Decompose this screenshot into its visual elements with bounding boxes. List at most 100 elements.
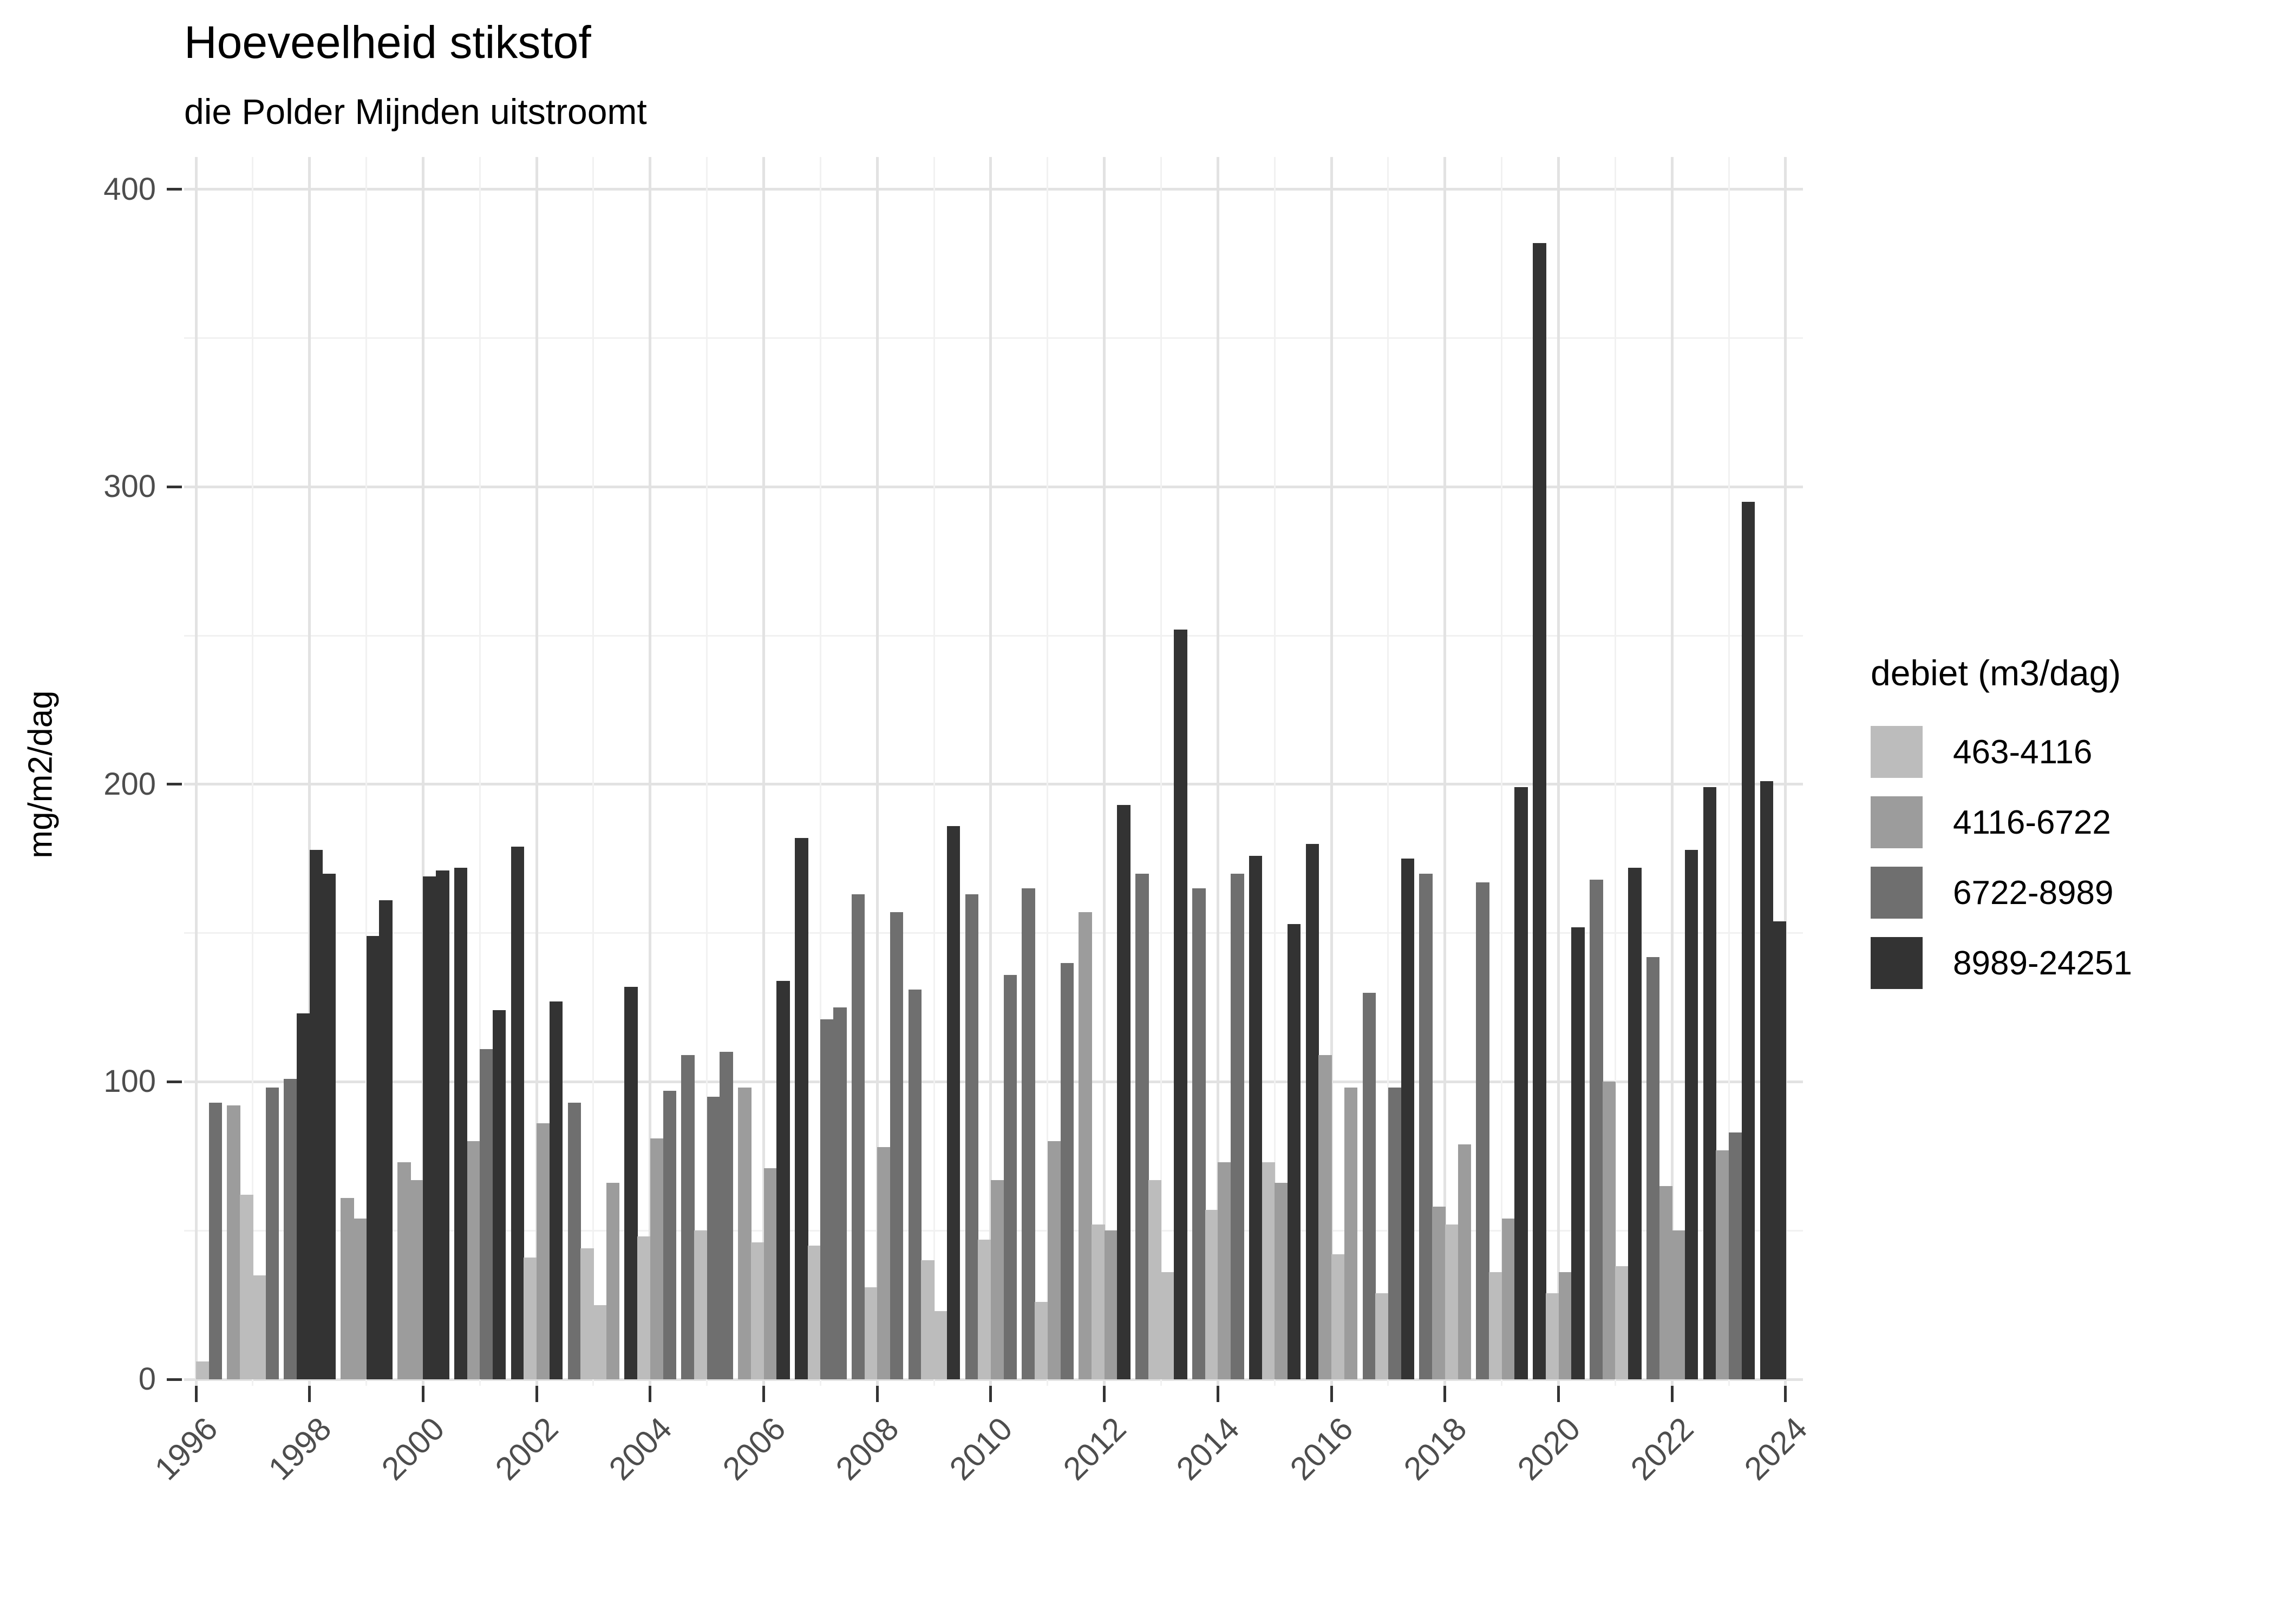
bar-1999-q1 xyxy=(341,1197,354,1379)
bar-2022-q2 xyxy=(1659,1186,1673,1379)
bar-2000-q2 xyxy=(410,1180,424,1379)
bar-2006-q2 xyxy=(750,1242,764,1379)
bar-2016-q3 xyxy=(1331,1254,1345,1379)
x-tick xyxy=(649,1386,652,1402)
bar-2012-q4 xyxy=(1117,805,1131,1379)
bar-2008-q3 xyxy=(877,1147,891,1379)
bar-2002-q3 xyxy=(537,1123,550,1379)
y-tick-label: 200 xyxy=(103,766,156,802)
legend-label: 463-4116 xyxy=(1953,733,2093,771)
y-gridline-major xyxy=(184,1378,1803,1381)
x-tick xyxy=(1103,1386,1106,1402)
bar-2014-q1 xyxy=(1192,888,1206,1379)
x-tick-label: 2018 xyxy=(1396,1410,1474,1487)
bar-2022-q1 xyxy=(1646,957,1660,1379)
bar-1998-q1 xyxy=(284,1078,297,1379)
x-tick-label: 2016 xyxy=(1283,1410,1360,1487)
legend-item: 4116-6722 xyxy=(1871,796,2132,848)
x-gridline-minor xyxy=(706,157,708,1386)
bar-2002-q1 xyxy=(511,847,525,1379)
page-title: Hoeveelheid stikstof xyxy=(184,17,591,68)
bar-2014-q4 xyxy=(1231,873,1244,1379)
bar-2000-q4 xyxy=(436,870,449,1379)
bar-2013-q4 xyxy=(1174,630,1187,1379)
legend-title: debiet (m3/dag) xyxy=(1871,653,2121,693)
bar-1998-q2 xyxy=(297,1013,310,1379)
bar-1999-q4 xyxy=(379,900,393,1379)
bar-2019-q1 xyxy=(1476,882,1489,1379)
bar-2003-q3 xyxy=(593,1305,607,1379)
x-gridline-major xyxy=(1670,157,1674,1386)
x-tick-label: 2020 xyxy=(1510,1410,1587,1487)
bar-2001-q2 xyxy=(467,1141,481,1379)
bar-2015-q1 xyxy=(1249,855,1263,1379)
bar-2005-q3 xyxy=(707,1096,721,1379)
x-tick xyxy=(1784,1386,1787,1402)
bar-2017-q1 xyxy=(1362,992,1376,1379)
x-tick-label: 1998 xyxy=(261,1410,338,1487)
bar-2005-q4 xyxy=(720,1052,733,1379)
bar-2013-q2 xyxy=(1148,1180,1162,1379)
y-tick-label: 300 xyxy=(103,469,156,505)
bar-2004-q1 xyxy=(624,986,638,1379)
bar-2021-q4 xyxy=(1628,867,1642,1379)
x-gridline-major xyxy=(194,157,198,1386)
x-gridline-minor xyxy=(1501,157,1503,1386)
x-tick xyxy=(194,1386,198,1402)
y-tick xyxy=(167,1378,182,1381)
page-subtitle: die Polder Mijnden uitstroomt xyxy=(184,91,647,132)
x-tick-label: 2000 xyxy=(375,1410,452,1487)
x-gridline-minor xyxy=(1387,157,1389,1386)
bar-2024-q2 xyxy=(1773,921,1786,1379)
x-gridline-minor xyxy=(1047,157,1049,1386)
bar-2001-q4 xyxy=(492,1010,506,1379)
y-gridline-major xyxy=(184,188,1803,191)
y-gridline-major xyxy=(184,485,1803,488)
legend-item: 463-4116 xyxy=(1871,726,2132,778)
x-gridline-major xyxy=(308,157,311,1386)
x-gridline-major xyxy=(535,157,538,1386)
x-gridline-major xyxy=(1103,157,1106,1386)
bar-2004-q3 xyxy=(650,1138,664,1379)
bar-2017-q2 xyxy=(1375,1293,1389,1379)
bar-2021-q1 xyxy=(1590,879,1603,1379)
x-tick-label: 2024 xyxy=(1737,1410,1814,1487)
y-tick xyxy=(167,783,182,786)
x-tick-label: 2008 xyxy=(829,1410,906,1487)
bar-2009-q3 xyxy=(934,1311,948,1379)
x-gridline-minor xyxy=(592,157,594,1386)
x-gridline-minor xyxy=(819,157,821,1386)
bar-2008-q2 xyxy=(864,1287,878,1379)
bar-2010-q4 xyxy=(1003,974,1017,1379)
bar-2016-q4 xyxy=(1344,1088,1358,1379)
y-tick xyxy=(167,1080,182,1083)
x-tick-label: 2022 xyxy=(1624,1410,1701,1487)
x-tick xyxy=(1670,1386,1674,1402)
bar-2013-q1 xyxy=(1135,873,1149,1379)
bar-2023-q4 xyxy=(1741,501,1755,1379)
bar-2023-q3 xyxy=(1729,1132,1742,1379)
bar-1996-q3 xyxy=(196,1361,210,1379)
bar-2021-q3 xyxy=(1615,1266,1629,1379)
bar-2006-q1 xyxy=(738,1088,752,1379)
bar-1997-q4 xyxy=(265,1088,279,1379)
bar-2007-q3 xyxy=(820,1019,834,1379)
legend-label: 4116-6722 xyxy=(1953,803,2111,841)
bar-2019-q2 xyxy=(1489,1272,1502,1379)
bar-2012-q2 xyxy=(1092,1224,1105,1379)
y-gridline-minor xyxy=(184,337,1803,339)
y-tick-label: 100 xyxy=(103,1064,156,1099)
bar-2017-q4 xyxy=(1401,859,1415,1379)
x-tick-label: 2014 xyxy=(1169,1410,1246,1487)
x-tick-label: 2002 xyxy=(488,1410,565,1487)
x-gridline-minor xyxy=(1728,157,1730,1386)
bar-1999-q2 xyxy=(353,1219,367,1379)
bar-2014-q3 xyxy=(1218,1162,1231,1379)
x-tick xyxy=(535,1386,538,1402)
bar-2005-q2 xyxy=(694,1230,708,1379)
bar-2011-q2 xyxy=(1035,1302,1048,1379)
bar-2006-q4 xyxy=(776,980,790,1379)
bar-2023-q1 xyxy=(1703,787,1717,1379)
bar-2007-q2 xyxy=(807,1245,821,1379)
bar-2004-q2 xyxy=(637,1236,651,1379)
